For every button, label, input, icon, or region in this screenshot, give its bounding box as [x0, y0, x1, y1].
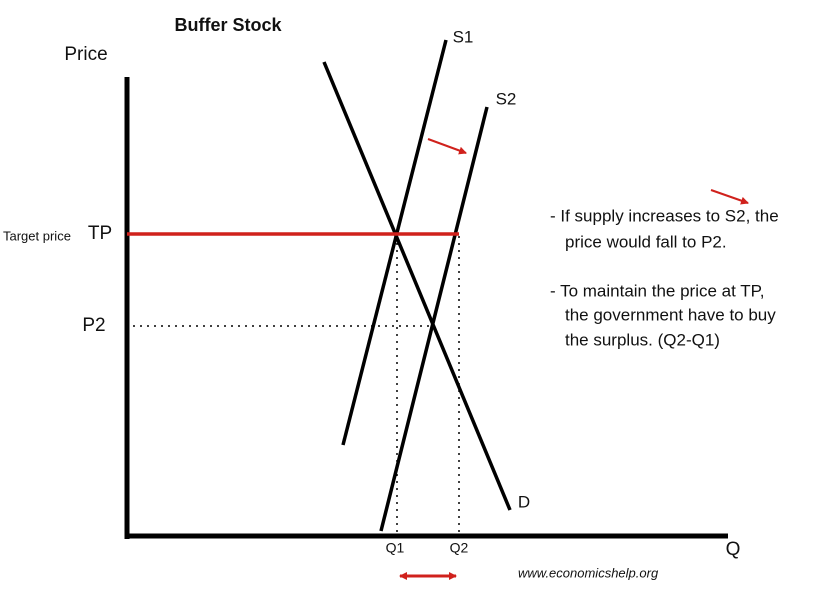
demand-curve [322, 61, 512, 511]
note-line: price would fall to P2. [565, 232, 727, 251]
d-label: D [518, 492, 530, 511]
supply-curve-2 [379, 106, 489, 532]
s2-label: S2 [496, 89, 517, 108]
y-axis-label: Price [64, 44, 107, 65]
p2-label: P2 [82, 315, 105, 336]
source: www.economicshelp.org [518, 565, 659, 580]
note-line: - To maintain the price at TP, [550, 281, 765, 300]
s1-label: S1 [453, 27, 474, 46]
tp-label: TP [88, 223, 112, 244]
q1-label: Q1 [386, 540, 405, 556]
supply-curve-1 [341, 39, 448, 446]
shift-arrow [427, 138, 467, 155]
note-line: - If supply increases to S2, the [550, 206, 779, 225]
target-price-caption: Target price [3, 228, 71, 243]
q2-label: Q2 [450, 540, 469, 556]
shift-arrow [710, 189, 749, 205]
note-line: the government have to buy [565, 305, 776, 324]
x-axis-label: Q [726, 539, 741, 560]
note-line: the surplus. (Q2-Q1) [565, 330, 720, 349]
title: Buffer Stock [174, 15, 282, 35]
